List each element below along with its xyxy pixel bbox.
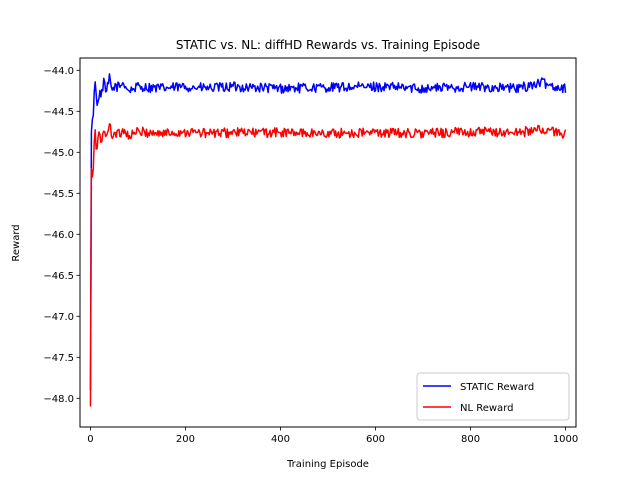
legend-box bbox=[416, 372, 570, 421]
x-tick-label: 800 bbox=[461, 434, 480, 445]
x-tick-label: 0 bbox=[87, 434, 93, 445]
y-tick-label: −46.0 bbox=[43, 230, 74, 241]
series-line-static bbox=[89, 73, 567, 391]
x-tick-label: 200 bbox=[176, 434, 195, 445]
y-tick-label: −47.5 bbox=[43, 353, 74, 364]
x-tick-label: 400 bbox=[271, 434, 290, 445]
plot-area bbox=[79, 57, 577, 428]
y-tick-label: −46.5 bbox=[43, 271, 74, 282]
y-tick-label: −45.5 bbox=[43, 189, 74, 200]
y-tick-label: −44.0 bbox=[43, 66, 74, 77]
legend-label-nl: NL Reward bbox=[460, 403, 513, 414]
chart-title: STATIC vs. NL: diffHD Rewards vs. Traini… bbox=[176, 38, 480, 52]
series-layer bbox=[89, 73, 567, 407]
legend-label-static: STATIC Reward bbox=[460, 382, 534, 393]
y-axis-title: Reward bbox=[11, 224, 22, 261]
y-tick-label: −47.0 bbox=[43, 312, 74, 323]
x-axis-ticks: 0 200 400 600 800 1000 bbox=[87, 427, 578, 445]
plot-frame bbox=[79, 57, 577, 428]
y-tick-label: −48.0 bbox=[43, 394, 74, 405]
legend: STATIC Reward NL Reward bbox=[416, 372, 570, 421]
x-tick-label: 1000 bbox=[553, 434, 578, 445]
y-tick-label: −45.0 bbox=[43, 148, 74, 159]
y-tick-label: −44.5 bbox=[43, 107, 74, 118]
plot-background bbox=[80, 58, 576, 427]
y-axis-ticks: −48.0 −47.5 −47.0 −46.5 −46.0 −45.5 −45.0 −44.5… bbox=[43, 66, 80, 405]
x-tick-label: 600 bbox=[366, 434, 385, 445]
x-axis-title: Training Episode bbox=[286, 459, 369, 470]
series-line-nl bbox=[89, 123, 567, 407]
